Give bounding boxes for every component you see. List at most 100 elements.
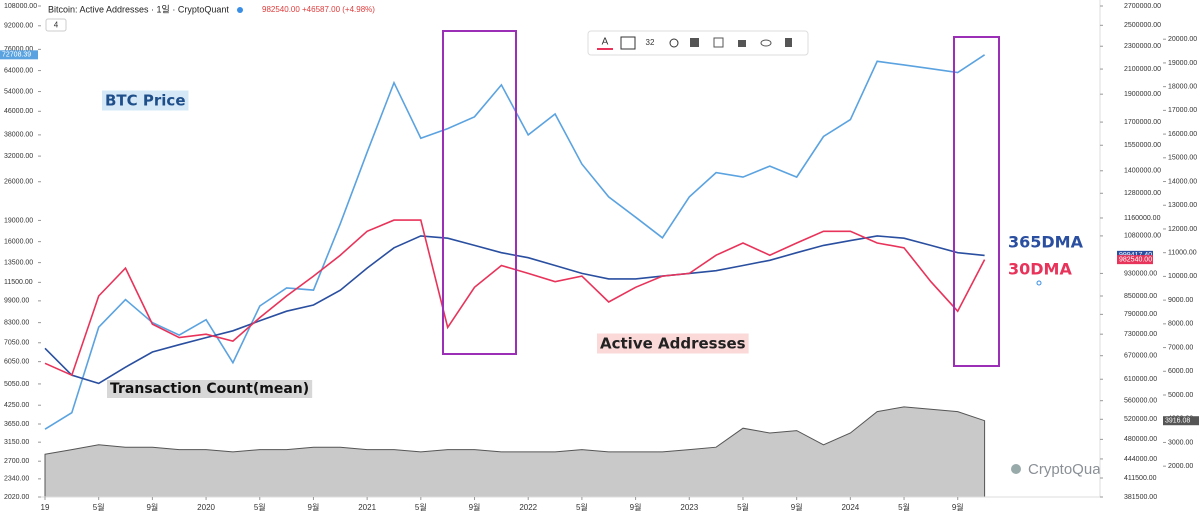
y-tick-label: 8300.00 xyxy=(4,319,29,326)
drawing-toolbar: A 32 xyxy=(587,30,809,56)
lock-tool[interactable] xyxy=(738,40,746,47)
y2-tick-label: 560000.00 xyxy=(1124,398,1157,405)
x-tick-label: 9월 xyxy=(146,502,158,512)
x-tick-label: 5월 xyxy=(93,502,105,512)
y-tick-label: 7050.00 xyxy=(4,340,29,347)
y2-tick-label: 610000.00 xyxy=(1124,376,1157,383)
settings-tool[interactable] xyxy=(669,38,679,48)
value-tag-bg xyxy=(0,50,38,60)
y3-tick-label: 8000.00 xyxy=(1168,321,1193,328)
y-tick-label: 6050.00 xyxy=(4,358,29,365)
y-tick-label: 5050.00 xyxy=(4,381,29,388)
color-swatch xyxy=(597,48,613,50)
y-tick-label: 19000.00 xyxy=(4,217,33,224)
y-tick-label: 64000.00 xyxy=(4,67,33,74)
x-tick-label: 2024 xyxy=(841,503,859,512)
y3-tick-label: 13000.00 xyxy=(1168,202,1197,209)
y3-tick-label: 15000.00 xyxy=(1168,155,1197,162)
y-tick-label: 92000.00 xyxy=(4,23,33,30)
value-tag: 982540.00 xyxy=(1119,256,1152,263)
y3-tick-label: 9000.00 xyxy=(1168,297,1193,304)
x-tick-label: 9월 xyxy=(630,502,642,512)
chart-title: Bitcoin: Active Addresses · 1일 · CryptoQ… xyxy=(48,4,229,14)
y3-tick-label: 14000.00 xyxy=(1168,178,1197,185)
x-tick-label: 9월 xyxy=(791,502,803,512)
value-tag-bg xyxy=(1163,416,1199,426)
series-label: BTC Price xyxy=(105,92,186,110)
y-tick-label: 11500.00 xyxy=(4,279,33,286)
y2-tick-label: 1550000.00 xyxy=(1124,142,1161,149)
series-label: 30DMA xyxy=(1008,260,1072,279)
y2-tick-label: 670000.00 xyxy=(1124,353,1157,360)
y2-tick-label: 2700000.00 xyxy=(1124,3,1161,10)
y2-tick-label: 850000.00 xyxy=(1124,293,1157,300)
y2-tick-label: 1280000.00 xyxy=(1124,190,1161,197)
x-tick-label: 5월 xyxy=(415,502,427,512)
x-tick-label: 2020 xyxy=(197,503,215,512)
y-tick-label: 32000.00 xyxy=(4,153,33,160)
y-tick-label: 2700.00 xyxy=(4,458,29,465)
collapse-button[interactable] xyxy=(45,18,67,32)
x-tick-label: 9월 xyxy=(469,502,481,512)
y2-tick-label: 480000.00 xyxy=(1124,436,1157,443)
y-tick-label: 38000.00 xyxy=(4,132,33,139)
status-dot xyxy=(237,7,243,13)
series-line xyxy=(44,54,986,430)
y-tick-label: 108000.00 xyxy=(4,3,37,10)
y2-tick-label: 2500000.00 xyxy=(1124,22,1161,29)
value-tag-bg xyxy=(1117,255,1153,265)
y-tick-label: 2340.00 xyxy=(4,476,29,483)
x-tick-label: 2023 xyxy=(680,503,698,512)
size-tool[interactable]: 32 xyxy=(646,38,655,47)
change-value: +46587.00 (+4.98%) xyxy=(302,5,375,14)
y-tick-label: 76000.00 xyxy=(4,46,33,53)
value-tag: 72708.39 xyxy=(2,52,31,59)
object-tool[interactable] xyxy=(713,37,724,48)
y-tick-label: 3650.00 xyxy=(4,421,29,428)
y2-tick-label: 1700000.00 xyxy=(1124,119,1161,126)
x-tick-label: 2021 xyxy=(358,503,376,512)
collapse-count: 4 xyxy=(54,21,59,30)
marker-dot xyxy=(1036,280,1042,286)
series-label-bg xyxy=(107,380,313,398)
y3-tick-label: 12000.00 xyxy=(1168,226,1197,233)
text-color-tool[interactable]: A xyxy=(602,37,609,48)
y3-tick-label: 7000.00 xyxy=(1168,344,1193,351)
y-tick-label: 26000.00 xyxy=(4,179,33,186)
delete-tool[interactable] xyxy=(785,38,792,47)
value-tag: 3916.08 xyxy=(1165,418,1190,425)
series-label: 365DMA xyxy=(1008,233,1084,252)
x-tick-label: 5월 xyxy=(576,502,588,512)
y3-tick-label: 17000.00 xyxy=(1168,107,1197,114)
hide-tool[interactable] xyxy=(760,39,772,47)
y-tick-label: 3150.00 xyxy=(4,439,29,446)
watermark-logo xyxy=(1011,464,1021,474)
x-tick-label: 5월 xyxy=(254,502,266,512)
y-tick-label: 9900.00 xyxy=(4,298,29,305)
y2-tick-label: 411500.00 xyxy=(1124,475,1157,482)
annotation-bg xyxy=(597,333,749,354)
series-area xyxy=(44,406,986,498)
line-tool[interactable] xyxy=(620,36,636,50)
highlight-box xyxy=(442,30,517,355)
style-tool[interactable] xyxy=(690,38,699,47)
x-tick-label: 2022 xyxy=(519,503,537,512)
y2-tick-label: 2100000.00 xyxy=(1124,66,1161,73)
last-value: 982540.00 xyxy=(262,5,300,14)
y2-tick-label: 444000.00 xyxy=(1124,456,1157,463)
y3-tick-label: 3000.00 xyxy=(1168,439,1193,446)
annotation: Active Addresses xyxy=(600,335,746,353)
x-tick-label: 5월 xyxy=(737,502,749,512)
series-label-bg xyxy=(102,90,189,111)
y-tick-label: 46000.00 xyxy=(4,108,33,115)
highlight-box xyxy=(953,36,1000,367)
y3-tick-label: 20000.00 xyxy=(1168,36,1197,43)
series-line xyxy=(44,235,985,385)
y-tick-label: 2020.00 xyxy=(4,494,29,501)
y3-tick-label: 10000.00 xyxy=(1168,273,1197,280)
y3-tick-label: 16000.00 xyxy=(1168,131,1197,138)
x-tick-label: 5월 xyxy=(898,502,910,512)
series-label: Transaction Count(mean) xyxy=(110,381,309,397)
y-tick-label: 54000.00 xyxy=(4,88,33,95)
